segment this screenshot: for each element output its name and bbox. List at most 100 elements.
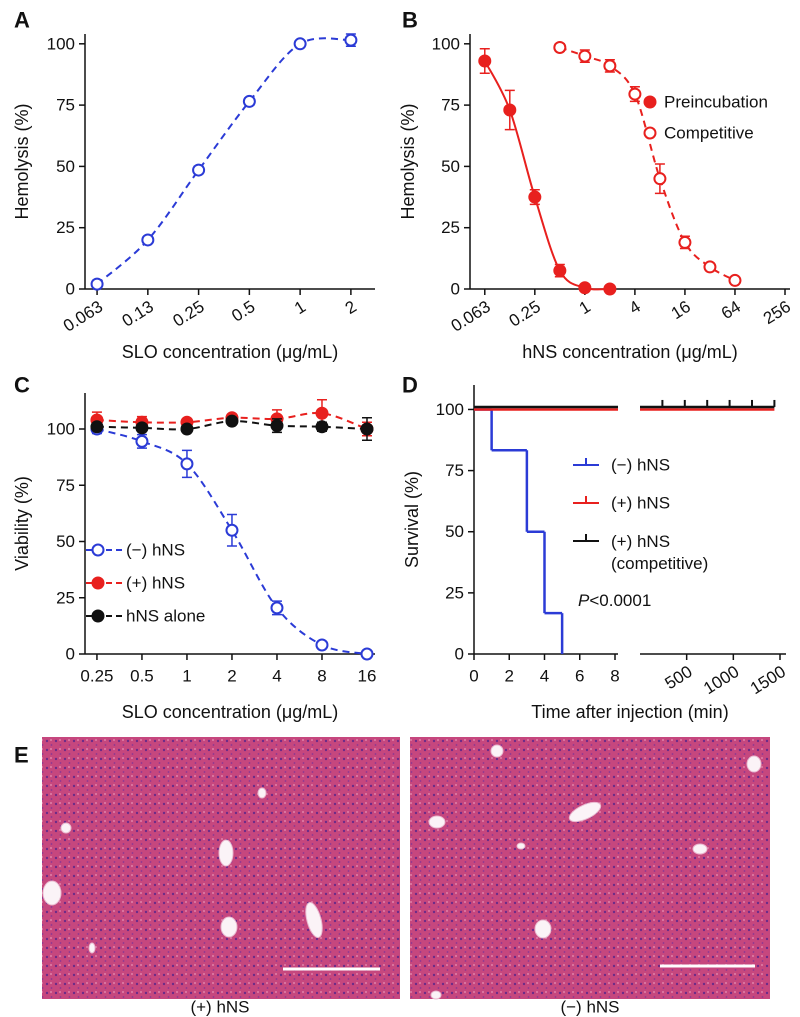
data-point [135,434,149,448]
data-point [344,33,358,47]
y-tick-label: 0 [451,280,460,299]
fit-line [483,60,610,291]
x-tick-label: 4 [272,667,281,686]
panel-letter: D [402,373,418,398]
y-tick-label: 75 [445,461,464,480]
image-caption: (+) hNS [190,998,249,1017]
legend-marker [643,126,657,140]
data-point [603,59,617,73]
legend-label: (−) hNS [126,541,185,560]
annotation-text: <0.0001 [589,591,651,610]
data-point [270,601,284,615]
data-point [141,233,155,247]
x-tick-label: 256 [760,297,794,328]
x-tick-label: 0 [469,667,478,686]
x-tick-label: 0.5 [130,667,154,686]
histology-image [42,737,400,999]
y-tick-label: 50 [56,532,75,551]
x-tick-label: 1500 [747,662,789,698]
y-axis-title: Viability (%) [12,476,32,571]
data-point [225,523,239,537]
legend-marker [91,543,105,557]
legend-label: (−) hNS [611,456,670,475]
data-point [192,163,206,177]
x-tick-label: 2 [342,297,360,318]
x-tick-label: 1 [291,297,309,318]
y-tick-label: 100 [432,34,460,53]
data-point [135,421,149,435]
legend-line [573,534,599,542]
x-tick-label: 64 [718,297,744,323]
legend-marker [643,95,657,109]
data-point [578,49,592,63]
x-tick-label: 8 [610,667,619,686]
y-tick-label: 25 [56,218,75,237]
y-tick-label: 0 [66,280,75,299]
x-axis-title: SLO concentration (μg/mL) [122,702,338,722]
y-axis-title: Survival (%) [402,471,422,568]
legend-label: (+) hNS [126,574,185,593]
y-tick-label: 25 [445,583,464,602]
legend-line [573,496,599,504]
data-point [628,87,642,101]
data-point [553,264,567,278]
y-tick-label: 50 [445,522,464,541]
x-tick-label: 2 [227,667,236,686]
x-tick-label: 0.25 [169,297,207,331]
panel-letter: C [14,373,30,398]
data-point [603,282,617,296]
x-tick-label: 8 [317,667,326,686]
legend-line [573,458,599,466]
x-axis-title: SLO concentration (μg/mL) [122,342,338,362]
data-point [90,277,104,291]
data-point [180,422,194,436]
y-tick-label: 50 [56,157,75,176]
y-axis-title: Hemolysis (%) [12,103,32,219]
data-point [703,260,717,274]
y-tick-label: 100 [436,400,464,419]
x-tick-label: 0.25 [506,297,544,331]
x-tick-label: 4 [540,667,549,686]
data-point [528,190,542,204]
legend-label: (+) hNS [611,494,670,513]
x-axis-title: Time after injection (min) [531,702,728,722]
y-tick-label: 25 [56,588,75,607]
y-tick-label: 75 [56,476,75,495]
y-tick-label: 0 [66,645,75,664]
y-tick-label: 100 [47,34,75,53]
x-tick-label: 16 [668,297,694,323]
data-point [360,422,374,436]
panel-letter: E [14,743,29,768]
x-tick-label: 2 [505,667,514,686]
x-tick-label: 16 [358,667,377,686]
y-tick-label: 100 [47,420,75,439]
data-point [293,37,307,51]
data-point [242,94,256,108]
annotation-italic: P [578,591,590,610]
data-point [653,172,667,186]
data-point [225,414,239,428]
data-point [315,406,329,420]
data-point [678,235,692,249]
y-tick-label: 75 [56,96,75,115]
data-point [578,281,592,295]
image-caption: (−) hNS [560,998,619,1017]
annotation: P<0.0001 [578,591,651,610]
y-tick-label: 50 [441,157,460,176]
panel-letter: B [402,8,418,33]
x-tick-label: 0.25 [80,667,113,686]
fit-line [559,46,736,282]
legend-label: hNS alone [126,607,205,626]
legend-label: Competitive [664,124,754,143]
data-point [180,457,194,471]
data-point [553,40,567,54]
x-tick-label: 0.063 [60,297,106,336]
data-point [503,103,517,117]
x-tick-label: 6 [575,667,584,686]
data-point [728,273,742,287]
x-tick-label: 1 [576,297,594,318]
x-tick-label: 1 [182,667,191,686]
x-tick-label: 0.5 [228,297,258,326]
y-tick-label: 75 [441,96,460,115]
